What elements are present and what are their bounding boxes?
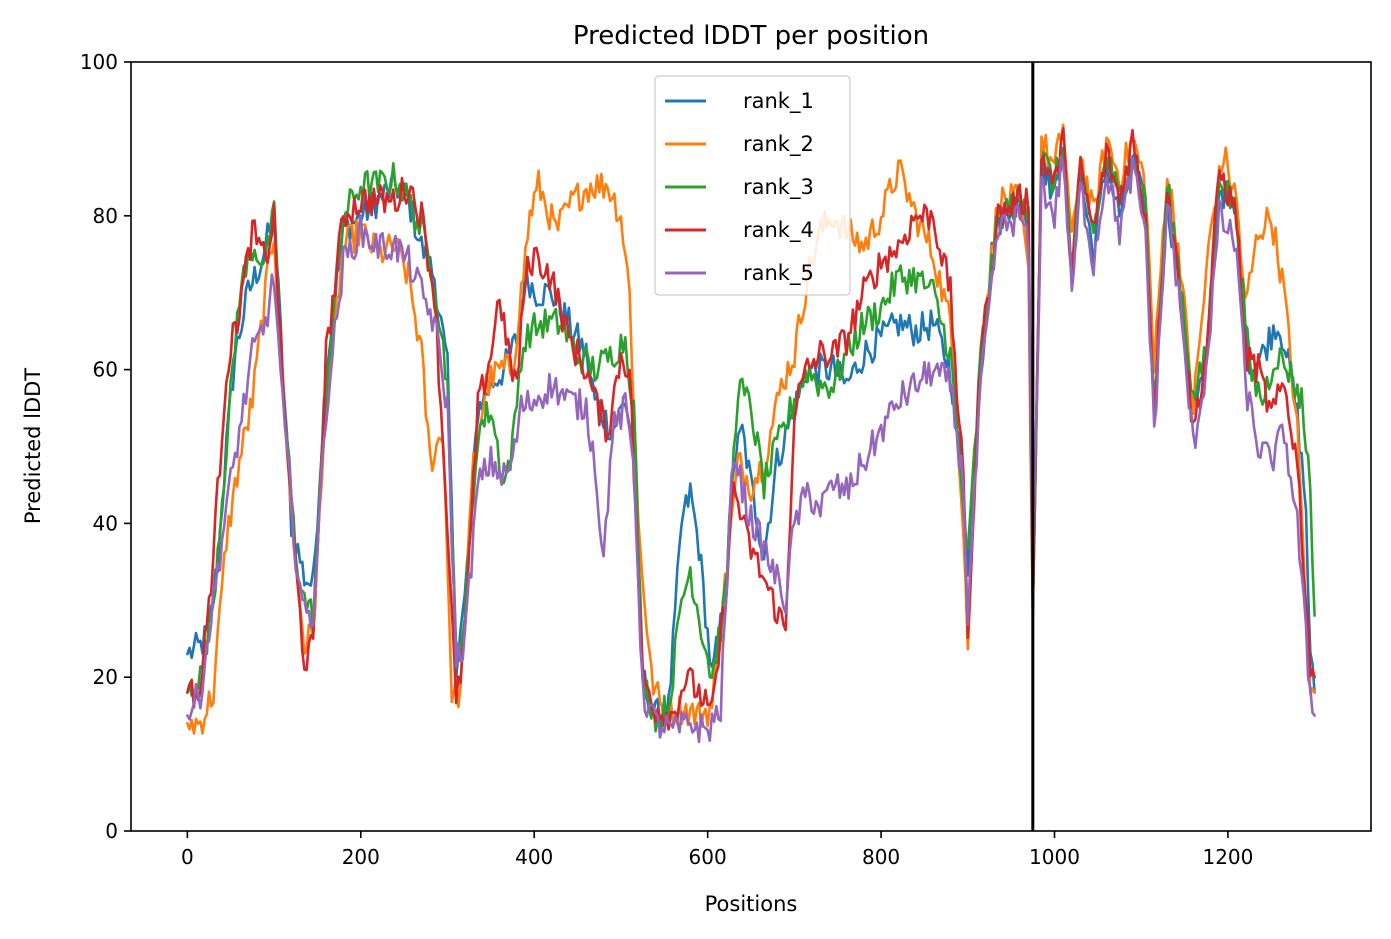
- y-tick-label: 100: [80, 50, 118, 74]
- x-tick-label: 600: [689, 845, 727, 869]
- y-tick-label: 20: [93, 665, 118, 689]
- y-tick-label: 60: [93, 358, 118, 382]
- legend-label-rank_4: rank_4: [743, 218, 814, 243]
- legend: rank_1 rank_2 rank_3 rank_4 rank_5: [654, 75, 851, 296]
- x-tick-label: 0: [181, 845, 194, 869]
- legend-label-rank_5: rank_5: [743, 261, 814, 286]
- y-axis: 0 20 40 60 80 100: [80, 50, 131, 843]
- x-tick-label: 400: [515, 845, 553, 869]
- plot-frame: [130, 61, 1372, 832]
- x-axis-title: Positions: [705, 892, 798, 916]
- legend-label-rank_2: rank_2: [743, 132, 814, 157]
- x-tick-label: 1200: [1202, 845, 1253, 869]
- plot-area: [186, 62, 1316, 831]
- legend-label-rank_3: rank_3: [743, 175, 814, 200]
- chart-title: Predicted lDDT per position: [573, 21, 929, 51]
- y-axis-title: Predicted lDDT: [21, 368, 45, 524]
- x-tick-label: 1000: [1029, 845, 1080, 869]
- series-line-rank_4: [186, 127, 1316, 731]
- y-tick-label: 80: [93, 204, 118, 228]
- x-tick-label: 200: [342, 845, 380, 869]
- y-tick-label: 0: [105, 819, 118, 843]
- legend-box: [654, 75, 851, 296]
- x-tick-label: 800: [862, 845, 900, 869]
- x-axis: 0 200 400 600 800 1000 1200: [181, 831, 1253, 869]
- y-tick-label: 40: [93, 511, 118, 535]
- series-line-rank_5: [186, 155, 1316, 744]
- legend-label-rank_1: rank_1: [743, 89, 814, 114]
